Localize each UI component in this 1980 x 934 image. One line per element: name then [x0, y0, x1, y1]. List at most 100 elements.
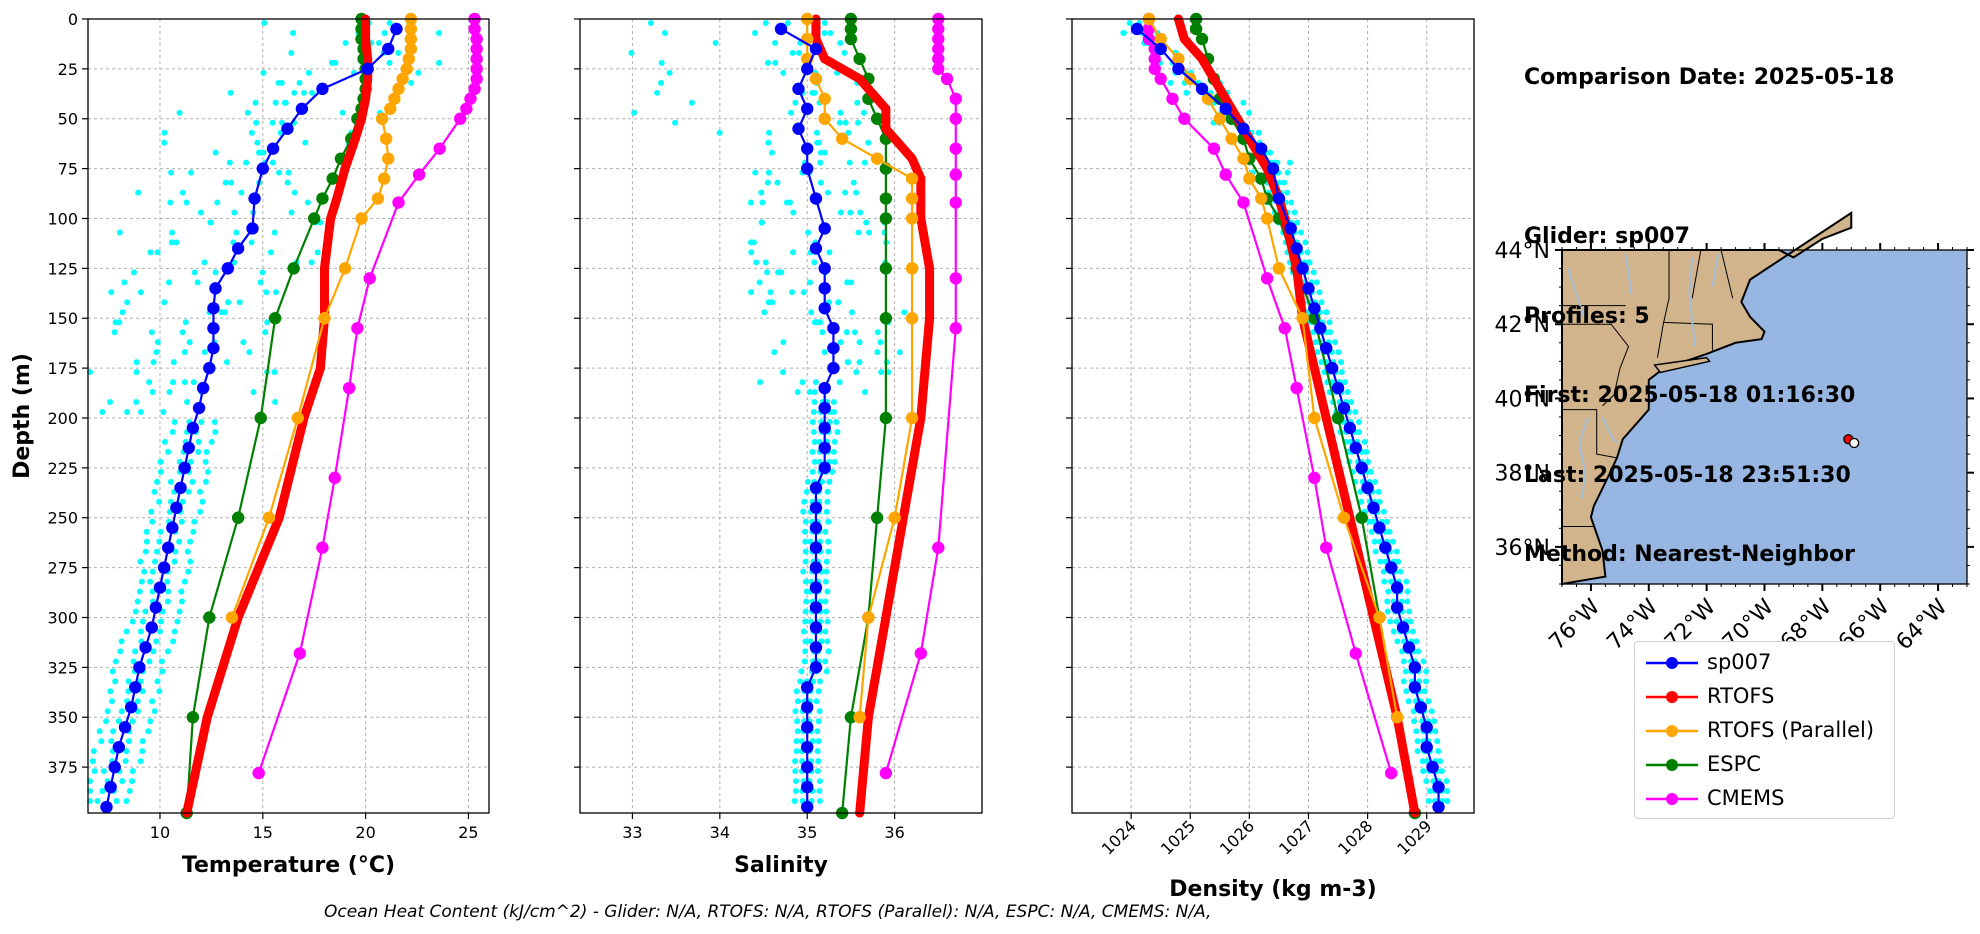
profile-dot — [198, 418, 205, 425]
profile-dot — [794, 389, 801, 396]
profile-dot — [161, 129, 168, 136]
profile-dot — [856, 359, 863, 366]
profile-dot — [759, 199, 766, 206]
state-border — [1720, 249, 1734, 299]
series-point — [1260, 272, 1274, 285]
series-point — [809, 601, 823, 614]
profile-dot — [762, 19, 769, 26]
x-tick-label: 34 — [710, 823, 730, 842]
series-point — [1349, 441, 1362, 455]
series-point — [809, 581, 823, 594]
series-point — [316, 82, 329, 96]
legend-label: RTOFS (Parallel) — [1707, 718, 1875, 742]
profile-dot — [658, 79, 665, 86]
profile-dot — [865, 139, 872, 146]
lat-label: 44°N — [1495, 239, 1550, 264]
profile-dot — [1255, 129, 1262, 136]
profile-dot — [133, 399, 140, 406]
y-axis-label: Depth (m) — [10, 353, 35, 479]
profile-dot — [810, 409, 817, 416]
profile-dot — [1344, 389, 1351, 396]
profile-dot — [133, 369, 140, 376]
profile-dot — [822, 528, 829, 535]
profile-dot — [1335, 349, 1342, 356]
series-point — [178, 461, 191, 475]
series-point — [863, 712, 873, 722]
series-point — [801, 740, 814, 754]
series-point — [262, 511, 276, 524]
series-point — [252, 766, 265, 780]
last-time: Last: 2025-05-18 23:51:30 — [1524, 462, 1851, 488]
series-point — [388, 92, 401, 105]
profile-dot — [1413, 728, 1420, 735]
profile-dot — [789, 289, 796, 296]
y-tick-label: 0 — [68, 10, 78, 29]
profile-dot — [830, 399, 837, 406]
series-point — [879, 411, 893, 425]
profile-dot — [263, 289, 270, 296]
profile-dot — [1368, 528, 1375, 535]
profile-dot — [248, 129, 255, 136]
profile-dot — [212, 269, 219, 276]
profile-dot — [94, 798, 101, 805]
profile-dot — [169, 428, 176, 435]
profile-dot — [130, 269, 137, 276]
series-point — [905, 172, 919, 185]
profile-dot — [435, 29, 442, 36]
profile-dot — [123, 798, 130, 805]
profile-dot — [134, 698, 141, 705]
legend-swatch — [1646, 657, 1698, 669]
legend-swatch — [1646, 793, 1698, 805]
series-point — [914, 647, 928, 660]
profile-dot — [103, 718, 110, 725]
profile-dot — [1383, 518, 1390, 525]
profile-dot — [284, 179, 291, 186]
series-point — [207, 322, 220, 335]
profile-dot — [813, 129, 820, 136]
profile-dot — [305, 69, 312, 76]
series-point — [470, 62, 483, 76]
profile-dot — [798, 668, 805, 675]
profile-dot — [240, 339, 247, 346]
series-point — [363, 272, 376, 285]
profile-dot — [250, 389, 257, 396]
profile-dot — [811, 259, 818, 266]
profile-dot — [764, 179, 771, 186]
profile-dot — [183, 199, 190, 206]
series-point — [827, 341, 840, 355]
profile-dot — [1365, 458, 1372, 465]
profile-dot — [809, 468, 816, 475]
series-point — [112, 740, 126, 754]
profile-dot — [774, 179, 781, 186]
series-point — [1189, 22, 1203, 36]
series-point — [853, 711, 866, 724]
profile-dot — [248, 239, 255, 246]
profile-dot — [179, 598, 186, 605]
series-point — [256, 162, 269, 175]
series-point — [1254, 192, 1268, 205]
legend-swatch — [1646, 691, 1698, 703]
river — [1566, 268, 1587, 321]
profile-dot — [197, 488, 204, 495]
profile-dot — [834, 428, 841, 435]
profile-dot — [1372, 548, 1379, 555]
profile-dot — [149, 588, 156, 595]
profile-dot — [339, 109, 346, 116]
profile-dot — [1356, 428, 1363, 435]
series-point — [1385, 561, 1398, 574]
series-point — [1272, 262, 1286, 275]
series-point — [844, 32, 858, 46]
profile-dot — [148, 508, 155, 515]
profile-dot — [259, 269, 266, 276]
profile-dot — [824, 638, 831, 645]
series-point — [129, 681, 142, 694]
profile-dot — [272, 289, 279, 296]
profile-dot — [821, 349, 828, 356]
series-point — [879, 192, 893, 205]
profile-dot — [137, 289, 144, 296]
profile-dot — [191, 269, 198, 276]
profile-dot — [149, 698, 156, 705]
series-point — [326, 213, 336, 223]
profile-dot — [136, 588, 143, 595]
profile-dot — [801, 528, 808, 535]
